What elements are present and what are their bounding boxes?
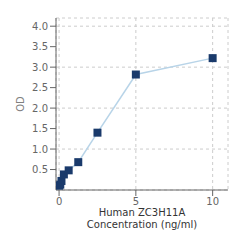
- svg-text:1.0: 1.0: [32, 144, 48, 155]
- svg-text:2.5: 2.5: [32, 82, 48, 93]
- svg-text:10: 10: [206, 196, 219, 207]
- svg-text:3.0: 3.0: [32, 62, 48, 73]
- svg-text:5: 5: [133, 196, 139, 207]
- svg-text:2.0: 2.0: [32, 103, 48, 114]
- svg-text:0: 0: [56, 196, 62, 207]
- svg-text:Human ZC3H11AConcentration (ng: Human ZC3H11AConcentration (ng/ml): [87, 207, 197, 230]
- svg-text:3.5: 3.5: [32, 41, 48, 52]
- svg-text:0.5: 0.5: [32, 164, 48, 175]
- svg-text:4.0: 4.0: [32, 21, 48, 32]
- svg-text:OD: OD: [15, 96, 26, 112]
- svg-text:1.5: 1.5: [32, 123, 48, 134]
